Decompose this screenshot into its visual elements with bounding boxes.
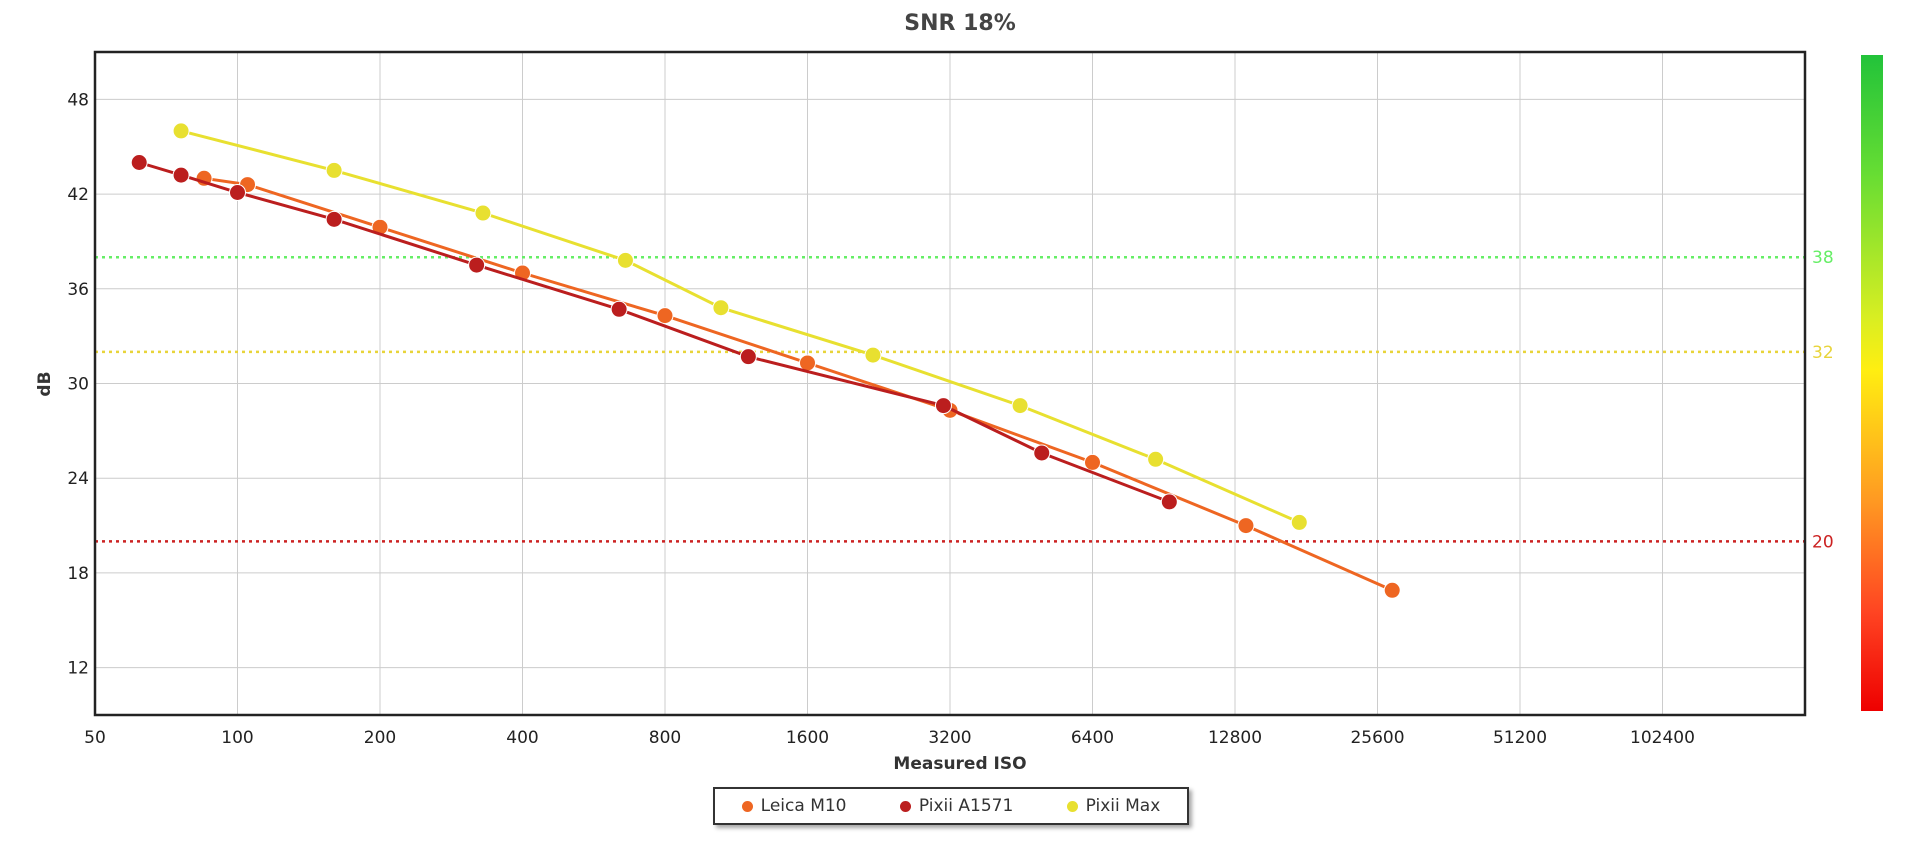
- data-point[interactable]: [130, 154, 148, 171]
- data-point[interactable]: [325, 210, 343, 228]
- x-tick-label: 50: [84, 728, 106, 748]
- data-point[interactable]: [1237, 517, 1255, 535]
- data-point[interactable]: [1033, 444, 1051, 462]
- x-tick-label: 3200: [928, 728, 971, 748]
- data-point[interactable]: [325, 161, 343, 179]
- data-point[interactable]: [229, 183, 246, 201]
- series-line: [203, 176, 1393, 592]
- data-point[interactable]: [172, 122, 190, 140]
- x-tick-label: 12800: [1208, 728, 1262, 748]
- x-tick-label: 100: [221, 728, 253, 748]
- data-point[interactable]: [610, 300, 628, 318]
- data-point[interactable]: [468, 256, 486, 274]
- x-tick-label: 6400: [1071, 728, 1114, 748]
- chart-title: SNR 18%: [904, 11, 1016, 36]
- legend-item-leica-m10[interactable]: Leica M10: [741, 796, 847, 816]
- legend-marker-icon: [899, 800, 911, 812]
- data-point[interactable]: [172, 166, 190, 184]
- x-tick-label: 400: [506, 728, 538, 748]
- y-axis-label: dB: [35, 371, 55, 396]
- y-axis-ticks: 12 18 24 30 36 42 48: [67, 90, 89, 678]
- reference-line-label: 20: [1812, 532, 1834, 552]
- reference-lines: 38 32 20: [95, 248, 1834, 552]
- reference-line-label: 38: [1812, 248, 1834, 268]
- plot-frame: [93, 50, 1807, 717]
- x-axis-label: Measured ISO: [893, 754, 1026, 774]
- legend-label: Pixii Max: [1085, 796, 1161, 816]
- x-tick-label: 800: [649, 728, 681, 748]
- y-tick-label: 18: [67, 564, 89, 584]
- data-point[interactable]: [656, 307, 674, 325]
- x-axis-ticks: 50 100 200 400 800 1600 3200 6400 12800 25600 5120…: [84, 728, 1695, 748]
- grid: [95, 52, 1805, 715]
- legend-label: Pixii A1571: [918, 796, 1014, 816]
- data-point[interactable]: [1160, 493, 1178, 511]
- y-tick-label: 36: [67, 280, 89, 300]
- y-tick-label: 12: [67, 659, 89, 679]
- y-tick-label: 24: [67, 469, 89, 489]
- data-point[interactable]: [1084, 453, 1101, 471]
- x-tick-label: 102400: [1630, 728, 1695, 748]
- legend-item-pixii-max[interactable]: Pixii Max: [1066, 796, 1161, 816]
- y-tick-label: 48: [67, 90, 89, 110]
- legend-item-pixii-a1571[interactable]: Pixii A1571: [899, 796, 1014, 816]
- series-lines: [130, 122, 1401, 599]
- data-point[interactable]: [616, 251, 634, 269]
- series-pixii-max: [172, 122, 1308, 531]
- legend-marker-icon: [741, 800, 753, 812]
- x-tick-label: 200: [364, 728, 396, 748]
- series-line: [180, 129, 1300, 524]
- data-point[interactable]: [934, 397, 952, 415]
- data-point[interactable]: [712, 299, 730, 317]
- y-tick-label: 30: [67, 375, 89, 395]
- data-point[interactable]: [474, 204, 492, 222]
- data-point[interactable]: [864, 346, 882, 364]
- x-tick-label: 25600: [1350, 728, 1404, 748]
- data-point[interactable]: [1147, 450, 1165, 468]
- data-point[interactable]: [1290, 513, 1308, 531]
- legend: Leica M10 Pixii A1571 Pixii Max: [713, 787, 1189, 825]
- data-point[interactable]: [1383, 581, 1401, 599]
- legend-label: Leica M10: [760, 796, 847, 816]
- x-tick-label: 51200: [1493, 728, 1547, 748]
- series-line: [138, 161, 1170, 504]
- legend-marker-icon: [1066, 800, 1078, 812]
- x-tick-label: 1600: [786, 728, 829, 748]
- reference-line-label: 32: [1812, 343, 1834, 363]
- color-scale-bar: [1861, 55, 1883, 711]
- data-point[interactable]: [1011, 397, 1029, 415]
- series-pixii-a1571: [130, 154, 1178, 511]
- data-point[interactable]: [739, 348, 757, 366]
- y-tick-label: 42: [67, 185, 89, 205]
